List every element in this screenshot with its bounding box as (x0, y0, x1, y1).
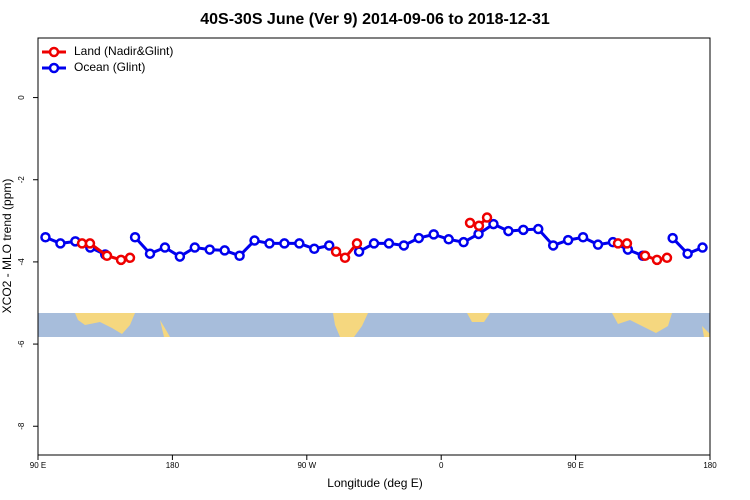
x-tick-label: 90 E (30, 461, 46, 470)
point (473, 228, 484, 240)
point (101, 250, 113, 261)
point (219, 245, 230, 256)
point (413, 232, 425, 244)
point (547, 240, 559, 251)
point (621, 238, 633, 249)
y-tick-label: 0 (17, 95, 26, 100)
point (294, 238, 305, 249)
point (533, 223, 544, 235)
point (159, 242, 171, 253)
point (323, 240, 335, 251)
point (398, 240, 410, 251)
legend-marker (48, 46, 60, 58)
point (503, 225, 514, 237)
series (76, 212, 673, 266)
legend-marker (48, 62, 60, 74)
point (264, 238, 275, 249)
point (353, 246, 365, 257)
point (458, 236, 469, 248)
point (697, 242, 708, 253)
point (115, 254, 127, 266)
series (40, 218, 708, 262)
point (383, 238, 395, 249)
y-tick-label: -8 (17, 422, 26, 430)
point (667, 232, 678, 244)
plot-frame (37, 37, 711, 456)
y-tick-label: -2 (17, 176, 26, 184)
point (129, 232, 141, 243)
point (40, 232, 51, 243)
point (518, 224, 529, 236)
point (84, 238, 96, 249)
x-tick-label: 180 (166, 461, 180, 470)
y-axis-label: XCO2 - MLO trend (ppm) (0, 179, 14, 314)
point (279, 238, 290, 249)
point (488, 218, 499, 230)
point (330, 246, 342, 257)
y-tick-label: -6 (17, 340, 26, 348)
x-tick-label: 90 E (567, 461, 583, 470)
x-tick-label: 90 W (297, 461, 316, 470)
x-tick-label: 180 (703, 461, 717, 470)
point (612, 238, 624, 249)
point (174, 251, 186, 262)
point (473, 220, 485, 232)
chart-title: 40S-30S June (Ver 9) 2014-09-06 to 2018-… (200, 11, 550, 28)
point (428, 229, 439, 240)
map-strip (38, 313, 710, 337)
point (443, 234, 454, 245)
x-tick-label: 0 (439, 461, 444, 470)
point (577, 232, 589, 243)
point (189, 242, 201, 253)
point (55, 238, 66, 249)
point (562, 234, 574, 246)
y-tick-label: -4 (17, 258, 26, 266)
point (144, 248, 156, 259)
x-axis-label: Longitude (deg E) (327, 476, 422, 490)
point (339, 252, 351, 264)
point (682, 248, 693, 259)
point (651, 254, 663, 266)
point (351, 238, 363, 249)
point (309, 243, 320, 255)
point (368, 238, 380, 249)
legend-label: Land (Nadir&Glint) (74, 44, 173, 58)
point (481, 212, 493, 223)
legend-label: Ocean (Glint) (74, 60, 145, 74)
point (639, 250, 651, 261)
legend: Land (Nadir&Glint) Ocean (Glint) (42, 44, 173, 74)
point (204, 244, 215, 255)
point (124, 252, 136, 264)
point (592, 239, 604, 250)
point (464, 217, 476, 229)
point (661, 252, 673, 264)
point (234, 250, 245, 261)
point (249, 235, 260, 246)
